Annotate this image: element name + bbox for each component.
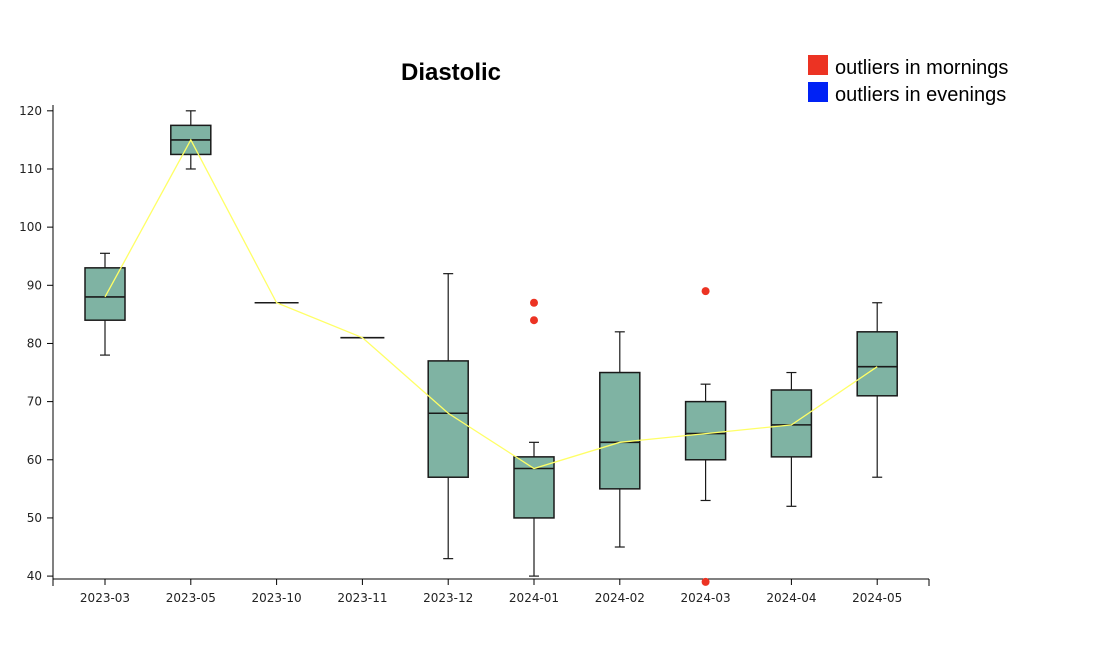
legend-swatch-evenings xyxy=(808,82,828,102)
outlier-point-morning xyxy=(530,316,538,325)
box-2024-05 xyxy=(856,302,898,478)
legend: outliers in mornings outliers in evening… xyxy=(808,55,1008,106)
y-tick-label: 70 xyxy=(27,395,42,409)
y-tick-label: 50 xyxy=(27,511,42,525)
x-tick-label: 2024-02 xyxy=(595,591,645,605)
box-body xyxy=(684,400,727,461)
box-series xyxy=(84,110,898,577)
box-body xyxy=(427,360,469,478)
y-tick-label: 40 xyxy=(27,569,42,583)
box-2024-03 xyxy=(684,383,727,502)
box-body xyxy=(770,389,813,458)
chart-title: Diastolic xyxy=(401,59,501,86)
legend-label-evenings: outliers in evenings xyxy=(835,84,1006,106)
box-2024-02 xyxy=(599,331,641,548)
x-axis: 2023-03 2023-05 2023-10 2023-11 2023-12 2024-… xyxy=(52,578,930,605)
x-tick-label: 2023-11 xyxy=(337,591,387,605)
y-tick-label: 110 xyxy=(19,162,42,176)
box-2023-03 xyxy=(84,252,126,356)
outlier-point-morning xyxy=(701,577,710,586)
x-tick-label: 2024-05 xyxy=(852,591,902,605)
box-2023-12 xyxy=(427,273,469,560)
x-tick-label: 2024-01 xyxy=(509,591,559,605)
y-tick-label: 120 xyxy=(19,104,42,118)
y-tick-label: 100 xyxy=(19,220,42,234)
outlier-point-morning xyxy=(701,287,710,296)
outlier-points xyxy=(530,287,710,586)
box-body xyxy=(513,456,555,519)
y-tick-label: 60 xyxy=(27,453,42,467)
legend-label-mornings: outliers in mornings xyxy=(835,57,1008,79)
x-tick-label: 2023-03 xyxy=(80,591,130,605)
x-tick-label: 2023-10 xyxy=(252,591,302,605)
y-tick-label: 80 xyxy=(27,336,42,350)
box-body xyxy=(599,371,641,490)
median-trend-line xyxy=(104,138,878,470)
box-2024-01 xyxy=(513,441,555,577)
median-trend xyxy=(104,138,878,470)
x-tick-label: 2024-03 xyxy=(681,591,731,605)
x-tick-label: 2024-04 xyxy=(766,591,816,605)
box-2024-04 xyxy=(770,371,813,507)
y-tick-label: 90 xyxy=(27,278,42,292)
legend-swatch-mornings xyxy=(808,55,828,75)
x-tick-label: 2023-12 xyxy=(423,591,473,605)
y-axis: 40 50 60 70 80 90 100 110 120 xyxy=(19,104,54,586)
box-body xyxy=(856,331,898,397)
outlier-point-morning xyxy=(530,298,538,307)
box-body xyxy=(84,267,126,321)
x-tick-label: 2023-05 xyxy=(166,591,216,605)
